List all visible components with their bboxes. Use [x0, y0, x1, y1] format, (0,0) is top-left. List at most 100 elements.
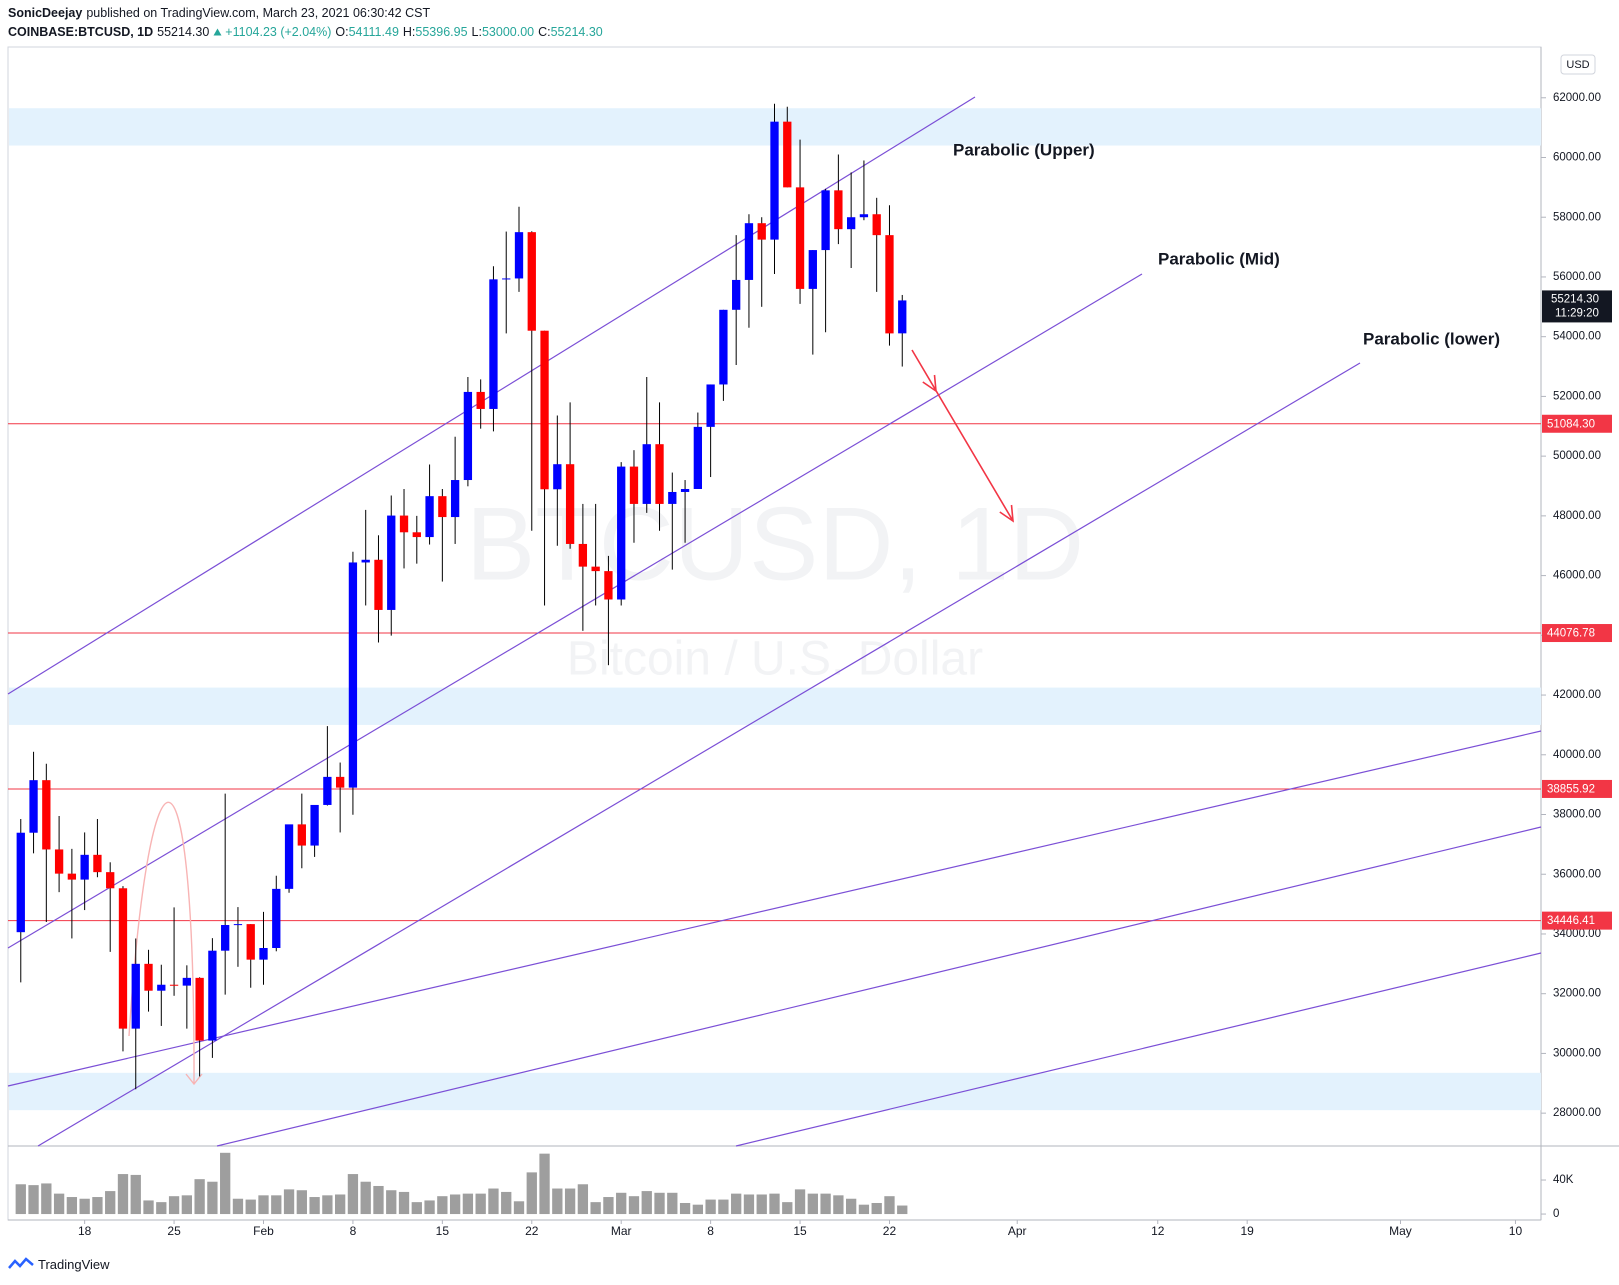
level-label-box — [1542, 779, 1612, 798]
volume-bar — [283, 1189, 295, 1215]
l-value: 53000.00 — [481, 25, 535, 39]
volume-bar — [322, 1195, 333, 1215]
countdown-label: 11:29:20 — [1555, 307, 1599, 319]
candle-body — [540, 330, 549, 490]
candle-body — [706, 384, 715, 427]
volume-bar — [194, 1179, 205, 1215]
volume-bar — [513, 1201, 525, 1215]
candle-body — [578, 543, 588, 567]
background: BTCUSD, 1D Bitcoin / U.S. Dollar — [7, 46, 1619, 1221]
watermark-symbol: BTCUSD, 1D — [466, 486, 1084, 602]
candle-body — [284, 824, 294, 889]
candle-body — [42, 780, 51, 850]
drawings — [7, 96, 1542, 1147]
tradingview-logo — [8, 1257, 34, 1269]
volume-bar — [245, 1199, 256, 1215]
volume-bar — [743, 1194, 755, 1215]
annotation: Parabolic (lower) — [1363, 329, 1500, 348]
y-tick-label: 38000.00 — [1553, 809, 1601, 821]
volume-bar — [884, 1196, 895, 1215]
volume-bar — [641, 1191, 652, 1215]
x-tick-label: 8 — [350, 1224, 357, 1238]
candle-body — [80, 854, 89, 880]
annotation: Parabolic (Upper) — [953, 140, 1095, 159]
candle-body — [259, 948, 268, 960]
red-arrow — [911, 349, 1014, 523]
candle-body — [208, 950, 217, 1041]
volume-bar — [424, 1200, 435, 1215]
volume-bar — [347, 1174, 359, 1215]
level-label-box — [1542, 624, 1612, 643]
candle-body — [591, 566, 600, 572]
x-tick-label: 25 — [167, 1224, 181, 1238]
volume-bar — [15, 1184, 26, 1215]
candle-body — [29, 780, 38, 833]
currency: USD — [1566, 59, 1589, 71]
zone — [9, 687, 1541, 725]
volume-bar — [41, 1183, 52, 1215]
candle-body — [502, 278, 511, 280]
y-tick-label: 46000.00 — [1553, 570, 1601, 582]
l-label: L: — [471, 25, 482, 39]
candle-body — [617, 466, 626, 600]
zone — [9, 1072, 1541, 1111]
volume-bar — [552, 1188, 563, 1215]
candle-body — [744, 223, 754, 280]
y-tick-label: 28000.00 — [1553, 1107, 1601, 1119]
volume-bar — [398, 1191, 410, 1215]
volume-bar — [897, 1205, 908, 1215]
header: SonicDeejay published on TradingView.com,… — [8, 4, 607, 42]
volume-bar — [718, 1199, 729, 1215]
volume-bar — [449, 1194, 461, 1215]
volume-bar — [871, 1202, 882, 1215]
y-tick-label: 34000.00 — [1553, 928, 1601, 940]
candle-body — [565, 464, 575, 544]
candle-body — [221, 925, 230, 951]
candle-body — [783, 121, 792, 188]
header-line-2: COINBASE:BTCUSD, 1D 55214.30 +1104.23 (+2.… — [8, 23, 607, 42]
candle-body — [387, 515, 396, 610]
volume-tick-label: 0 — [1553, 1208, 1559, 1220]
volume-bar — [564, 1188, 576, 1215]
candle-body — [476, 391, 485, 409]
candle-body — [182, 977, 192, 986]
y-tick-label: 54000.00 — [1553, 331, 1601, 343]
candle-body — [272, 888, 281, 949]
volume-bar — [309, 1197, 320, 1215]
volume-bar — [296, 1190, 307, 1215]
x-tick-label: 18 — [78, 1224, 92, 1238]
candle-body — [144, 963, 153, 991]
candle-body — [16, 832, 25, 933]
trend-line — [37, 362, 1361, 1147]
volume-bar — [488, 1188, 499, 1215]
volume-bar — [66, 1197, 78, 1215]
x-tick-label: Mar — [611, 1224, 632, 1238]
volume-bar — [590, 1202, 601, 1215]
trend-line — [216, 826, 1542, 1147]
candle-body — [770, 121, 779, 240]
x-tick-label: 12 — [1151, 1224, 1165, 1238]
candle-body — [425, 496, 434, 538]
candle-body — [859, 214, 869, 218]
level-label-box — [1542, 911, 1612, 930]
candle-body — [757, 223, 766, 240]
candle-body — [668, 491, 677, 504]
candle-body — [348, 562, 358, 788]
volume-bar — [794, 1189, 806, 1215]
candle-body — [821, 190, 830, 251]
volume-bar — [156, 1202, 167, 1215]
y-tick-label: 30000.00 — [1553, 1047, 1601, 1059]
candle-body — [604, 571, 613, 600]
last-price-label: 55214.30 — [1551, 293, 1599, 305]
volume-bar — [616, 1192, 627, 1215]
level-label: 38855.92 — [1547, 783, 1595, 795]
candle-body — [106, 872, 115, 889]
candle-body — [629, 466, 639, 504]
candle-body — [872, 214, 881, 236]
last-price-box — [1542, 290, 1612, 323]
volume-bar — [692, 1204, 704, 1215]
candle-body — [131, 963, 140, 1029]
candle-body — [233, 924, 243, 926]
volume-bar — [232, 1198, 244, 1215]
